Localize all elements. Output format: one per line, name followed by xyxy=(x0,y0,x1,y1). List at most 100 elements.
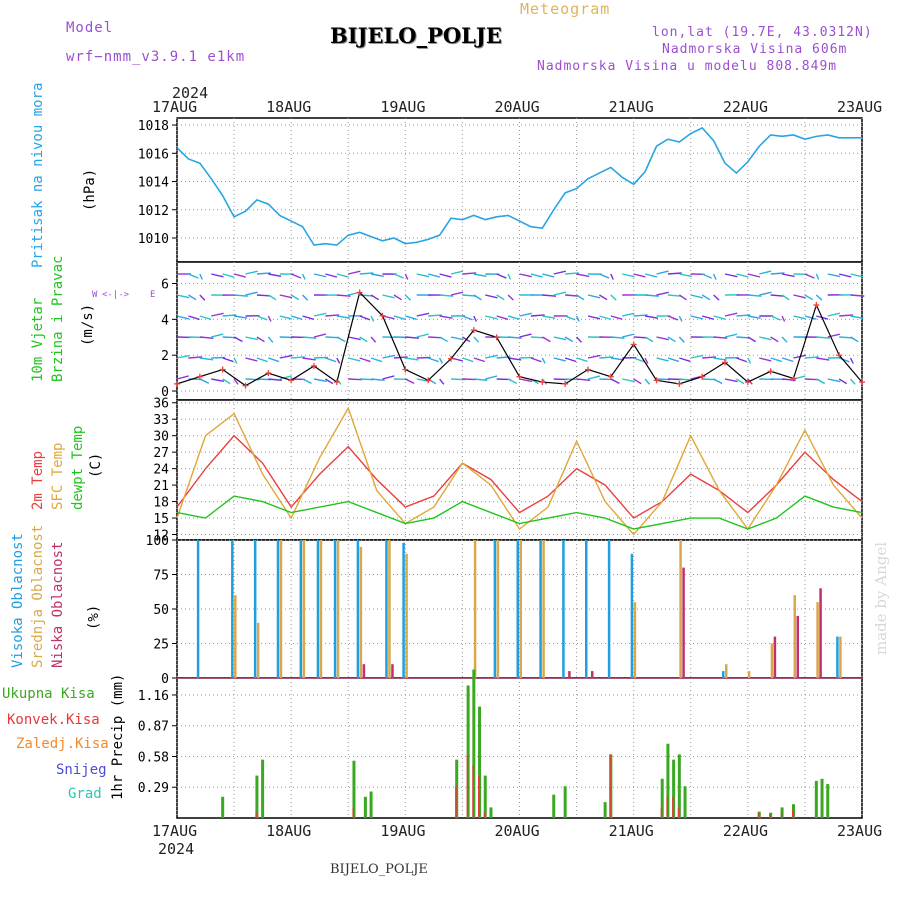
wind-barb xyxy=(359,272,374,275)
cloud-bar-1 xyxy=(725,664,728,678)
wind-barb xyxy=(404,294,412,301)
wind-barb xyxy=(679,273,693,278)
wind-barb xyxy=(176,294,190,299)
tick-label-pressure: 1014 xyxy=(138,176,169,191)
wind-barb xyxy=(702,356,716,359)
wind-barb xyxy=(188,273,199,279)
cloud-bar-1 xyxy=(319,540,323,678)
wind-barb xyxy=(530,314,545,317)
wind-barb xyxy=(302,357,316,361)
tick-label-cloud: 0 xyxy=(161,672,169,687)
wind-barb xyxy=(599,294,608,301)
wind-barb xyxy=(839,314,853,317)
precip-bar-total xyxy=(826,784,830,818)
wind-barb xyxy=(507,357,522,361)
wind-barb xyxy=(645,294,659,297)
wind-barb xyxy=(245,357,258,362)
wind-barb xyxy=(507,294,514,301)
wind-barb xyxy=(656,291,669,296)
wind-barb xyxy=(712,273,717,280)
wind-barb xyxy=(838,357,850,363)
wind-barb xyxy=(462,272,477,275)
wind-barb xyxy=(496,315,509,320)
wind-barb xyxy=(462,294,477,297)
wind-barb xyxy=(564,336,574,343)
wind-barb xyxy=(416,273,430,278)
wind-barb xyxy=(759,291,772,296)
wind-barb xyxy=(633,357,645,363)
wind-barb xyxy=(701,315,714,320)
precip-bar-total xyxy=(352,760,356,818)
wind-barb xyxy=(530,273,543,278)
wind-barb xyxy=(348,336,361,341)
station-bottom: BIJELO_POLJE xyxy=(330,862,428,877)
wind-barb xyxy=(850,273,863,278)
wind-barb xyxy=(576,273,590,278)
wind-barb xyxy=(439,336,449,343)
year-bottom: 2024 xyxy=(158,840,195,858)
wind-barb xyxy=(450,270,464,275)
precip-bar-konvek xyxy=(672,796,674,818)
wind-barb xyxy=(679,357,691,363)
wind-barb xyxy=(393,273,404,279)
precip-legend-zaledj: Zaledj.Kisa xyxy=(16,736,109,752)
wind-barb xyxy=(576,336,582,343)
wind-barb xyxy=(587,354,601,359)
wind-barb xyxy=(211,273,224,278)
year-top: 2024 xyxy=(172,84,209,102)
wind-barb xyxy=(233,357,238,364)
precip-bar-total xyxy=(666,743,670,818)
wind-barb xyxy=(404,273,409,280)
precip-bar-total xyxy=(677,754,681,818)
date-label-top: 19AUG xyxy=(380,98,426,116)
precip-bar-konvek xyxy=(352,807,354,818)
tick-label-temp: 18 xyxy=(153,496,169,511)
wind-barb xyxy=(382,294,395,299)
wind-barb xyxy=(850,336,859,343)
wind-barb xyxy=(496,273,507,279)
date-label-top: 23AUG xyxy=(837,98,883,116)
cloud-bar-0 xyxy=(493,540,497,678)
wind-barb xyxy=(199,357,214,361)
wind-barb xyxy=(542,273,555,278)
precip-bar-total xyxy=(552,794,556,818)
wind-barb xyxy=(256,357,268,363)
wind-barb xyxy=(667,336,676,343)
wind-barb xyxy=(576,357,588,363)
model-elevation-label: Nadmorska Visina u modelu 808.849m xyxy=(537,59,838,74)
cloud-bar-0 xyxy=(316,540,320,678)
wind-barb xyxy=(279,294,293,299)
wind-barb xyxy=(759,357,772,362)
wind-barb xyxy=(633,378,642,385)
cloud-bar-1 xyxy=(542,540,545,678)
tick-label-precip: 1.16 xyxy=(138,689,169,704)
cloud-bar-1 xyxy=(770,643,774,678)
wind-barb xyxy=(268,273,282,277)
cloud-bar-0 xyxy=(402,542,405,678)
wind-barb xyxy=(610,378,620,385)
wind-barb xyxy=(701,273,712,279)
precip-bar-total xyxy=(603,802,607,818)
wind-barb xyxy=(416,333,429,338)
tick-label-temp: 27 xyxy=(153,446,169,461)
precip-bar-konvek xyxy=(792,809,794,818)
wind-barb xyxy=(678,315,683,322)
wind-barb xyxy=(439,378,445,385)
wind-barb xyxy=(370,357,383,363)
date-label-bottom: 18AUG xyxy=(266,822,312,840)
wind-barb xyxy=(188,294,197,301)
cloud-bar-0 xyxy=(722,671,725,678)
precip-bar-total xyxy=(660,778,664,818)
wind-barb xyxy=(405,357,419,361)
precip-legend-snijeg: Snijeg xyxy=(56,762,107,778)
wind-barb xyxy=(279,375,292,380)
wind-barb xyxy=(553,270,566,275)
wind-barb xyxy=(599,273,610,279)
precip-bar-total xyxy=(489,807,493,818)
tick-label-temp: 21 xyxy=(153,479,169,494)
cloud-bar-1 xyxy=(473,540,477,678)
wind-barb xyxy=(290,315,303,321)
cloud-bar-0 xyxy=(516,540,519,678)
wind-barb xyxy=(849,357,854,364)
wind-barb xyxy=(816,336,831,339)
